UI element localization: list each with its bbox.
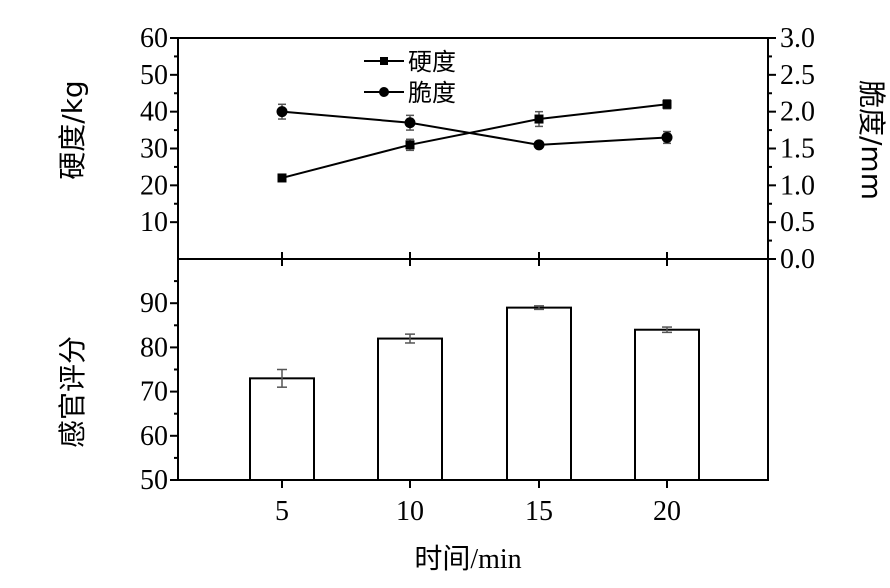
- left-y-tick-label-bottom: 50: [140, 465, 168, 496]
- bar: [249, 377, 315, 481]
- right-y-tick-label-top: 0.0: [780, 244, 815, 275]
- x-axis-title-unit: /min: [470, 544, 521, 575]
- chart-marks: 10 20 30 40 50 60 0.0 0.5 1.0 1.5 2.0 2.5 3.0 50 60 70 8…: [140, 23, 815, 527]
- legend-hardness-label: 硬度: [408, 48, 456, 76]
- right-y-axis-title-top: 脆度/mm: [855, 80, 888, 200]
- brittleness-point: [276, 106, 288, 118]
- x-axis-title-cn: 时间: [414, 542, 470, 575]
- hardness-point: [662, 99, 672, 109]
- x-tick-label: 10: [396, 496, 424, 527]
- right-y-tick-label-top: 3.0: [780, 23, 815, 54]
- left-y-tick-label-bottom: 70: [140, 377, 168, 408]
- hardness-point: [277, 173, 287, 183]
- legend-brittleness-marker: [379, 87, 389, 97]
- legend: 硬度 脆度: [364, 48, 456, 107]
- left-y-tick-label-top: 40: [140, 97, 168, 128]
- left-y-axis-title-top: 硬度/kg: [56, 80, 89, 179]
- left-y-tick-label-bottom: 90: [140, 288, 168, 319]
- bar: [506, 306, 572, 481]
- left-y-tick-label-top: 50: [140, 60, 168, 91]
- left-y-axis-title-bottom: 感官评分: [56, 336, 89, 448]
- bar: [634, 328, 700, 481]
- brittleness-point: [404, 117, 416, 129]
- left-y-tick-label-bottom: 60: [140, 421, 168, 452]
- series-line-hardness: [281, 103, 668, 179]
- left-y-tick-label-top: 10: [140, 207, 168, 238]
- x-axis-title: 时间/min: [414, 542, 521, 575]
- right-y-tick-label-top: 2.5: [780, 60, 815, 91]
- left-y-tick-label-bottom: 80: [140, 332, 168, 363]
- left-y-tick-label-top: 30: [140, 134, 168, 165]
- top-plot-frame: [177, 37, 769, 260]
- x-tick-label: 20: [653, 496, 681, 527]
- right-y-tick-label-top: 1.0: [780, 170, 815, 201]
- x-tick-label: 15: [525, 496, 553, 527]
- left-y-tick-label-top: 60: [140, 23, 168, 54]
- right-y-tick-label-top: 1.5: [780, 134, 815, 165]
- right-y-tick-label-top: 2.0: [780, 97, 815, 128]
- brittleness-point: [661, 131, 673, 143]
- left-y-tick-label-top: 20: [140, 170, 168, 201]
- hardness-point: [405, 140, 415, 150]
- bar: [377, 337, 443, 481]
- x-tick-label: 5: [275, 496, 289, 527]
- brittleness-point: [533, 139, 545, 151]
- legend-brittleness-label: 脆度: [408, 79, 456, 107]
- legend-hardness-marker: [380, 57, 388, 65]
- right-y-tick-label-top: 0.5: [780, 207, 815, 238]
- series-line-brittleness: [281, 110, 668, 146]
- hardness-point: [534, 114, 544, 124]
